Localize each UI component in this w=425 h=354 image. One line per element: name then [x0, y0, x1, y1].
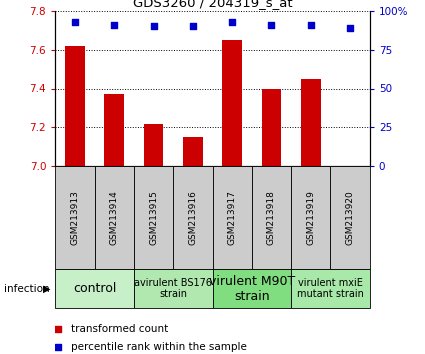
Text: avirulent BS176
strain: avirulent BS176 strain	[134, 278, 212, 299]
Text: infection: infection	[4, 284, 50, 293]
Bar	[183, 137, 203, 166]
Bar	[144, 124, 163, 166]
Bar	[134, 269, 212, 308]
Text: GSM213916: GSM213916	[188, 190, 197, 245]
Bar	[291, 166, 331, 269]
Point	[190, 23, 196, 29]
Point	[55, 326, 62, 331]
Text: virulent mxiE
mutant strain: virulent mxiE mutant strain	[297, 278, 364, 299]
Text: GSM213917: GSM213917	[228, 190, 237, 245]
Bar	[65, 46, 85, 166]
Text: virulent M90T
strain: virulent M90T strain	[209, 274, 295, 303]
Text: GSM213920: GSM213920	[346, 190, 354, 245]
Bar	[212, 269, 291, 308]
Text: transformed count: transformed count	[71, 324, 168, 333]
Text: GSM213919: GSM213919	[306, 190, 315, 245]
Bar	[105, 95, 124, 166]
Bar	[173, 166, 212, 269]
Bar	[134, 166, 173, 269]
Bar	[222, 40, 242, 166]
Point	[347, 25, 354, 30]
Point	[229, 19, 235, 24]
Title: GDS3260 / 204319_s_at: GDS3260 / 204319_s_at	[133, 0, 292, 10]
Text: percentile rank within the sample: percentile rank within the sample	[71, 342, 247, 352]
Text: GSM213913: GSM213913	[71, 190, 79, 245]
Point	[55, 344, 62, 350]
Point	[307, 22, 314, 28]
Text: ▶: ▶	[42, 284, 50, 293]
Text: control: control	[73, 282, 116, 295]
Bar	[301, 79, 320, 166]
Bar	[212, 166, 252, 269]
Bar	[55, 269, 134, 308]
Text: GSM213915: GSM213915	[149, 190, 158, 245]
Bar	[331, 166, 370, 269]
Point	[71, 19, 78, 24]
Bar	[291, 269, 370, 308]
Text: GSM213914: GSM213914	[110, 190, 119, 245]
Bar	[262, 88, 281, 166]
Bar	[252, 166, 291, 269]
Point	[111, 22, 118, 28]
Text: GSM213918: GSM213918	[267, 190, 276, 245]
Bar	[55, 166, 94, 269]
Point	[150, 23, 157, 29]
Point	[268, 22, 275, 28]
Bar	[94, 166, 134, 269]
